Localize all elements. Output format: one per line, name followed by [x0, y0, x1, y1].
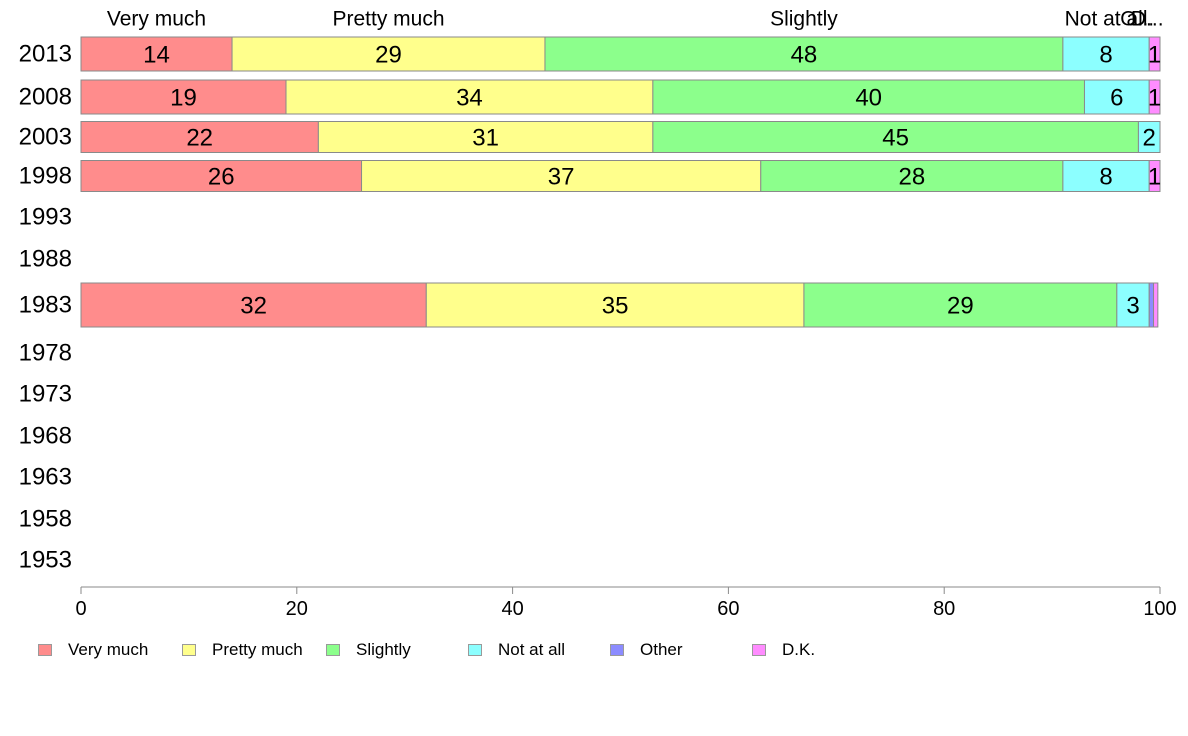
data-label: 2	[1143, 125, 1156, 152]
series-top-label: Very much	[107, 8, 206, 31]
data-label: 8	[1099, 42, 1112, 69]
legend: Very much Pretty much Slightly Not at all Ot…	[38, 638, 938, 662]
legend-swatch	[468, 644, 482, 656]
x-tick-label: 40	[501, 598, 523, 620]
legend-label: Other	[640, 640, 683, 659]
legend-label: Pretty much	[212, 640, 303, 659]
category-tick-label: 1978	[19, 340, 72, 367]
category-tick-label: 2003	[19, 124, 72, 151]
bar-segment	[80, 282, 427, 328]
legend-item: D.K.	[752, 638, 815, 662]
bar-segment	[1148, 79, 1161, 115]
legend-item: Slightly	[326, 638, 411, 662]
legend-label: Very much	[68, 640, 149, 659]
legend-swatch	[182, 644, 196, 656]
legend-swatch	[326, 644, 340, 656]
bar-segment	[1116, 282, 1150, 328]
data-label: 1	[1148, 42, 1161, 69]
data-label: 8	[1099, 164, 1112, 191]
bar-segment	[652, 79, 1085, 115]
category-tick-label: 1958	[19, 506, 72, 533]
legend-item: Other	[610, 638, 683, 662]
bar-segment	[285, 79, 654, 115]
bar-segment	[1148, 36, 1161, 72]
bar-segment	[1148, 282, 1155, 328]
category-tick-label: 1968	[19, 423, 72, 450]
legend-label: Not at all	[498, 640, 566, 659]
legend-swatch	[752, 644, 766, 656]
data-label: 32	[240, 293, 267, 320]
bar-segment	[425, 282, 805, 328]
data-label: 19	[170, 85, 197, 112]
legend-label: Slightly	[356, 640, 411, 659]
data-label: 29	[947, 293, 974, 320]
x-tick-label: 20	[286, 598, 308, 620]
data-label: 22	[186, 125, 213, 152]
bar-segment	[80, 36, 233, 72]
x-tick-label: 0	[75, 598, 86, 620]
legend-item: Very much	[38, 638, 148, 662]
category-tick-label: 1998	[19, 163, 72, 190]
bar-segment	[803, 282, 1118, 328]
data-label: 45	[882, 125, 909, 152]
series-top-label: O...	[1120, 8, 1154, 31]
series-top-label: Slightly	[770, 8, 838, 31]
data-label: 1	[1148, 164, 1161, 191]
data-label: 26	[208, 164, 235, 191]
data-label: 40	[855, 85, 882, 112]
bar-segment	[231, 36, 546, 72]
data-label: 3	[1126, 293, 1139, 320]
data-label: 35	[602, 293, 629, 320]
legend-item: Pretty much	[182, 638, 303, 662]
x-tick-label: 100	[1143, 598, 1176, 620]
data-label: 14	[143, 42, 170, 69]
category-tick-label: 2013	[19, 41, 72, 68]
series-top-label: Pretty much	[332, 8, 444, 31]
x-tick-label: 60	[717, 598, 739, 620]
category-tick-label: 1983	[19, 292, 72, 319]
bar-segment	[1083, 79, 1150, 115]
bar-segment	[1137, 121, 1161, 153]
data-label: 28	[898, 164, 925, 191]
bar-segment	[544, 36, 1064, 72]
bar-segment	[80, 121, 319, 153]
category-tick-label: 1988	[19, 246, 72, 273]
x-tick-label: 80	[933, 598, 955, 620]
category-tick-label: 1963	[19, 464, 72, 491]
data-label: 37	[548, 164, 575, 191]
bar-segment	[1148, 160, 1161, 192]
category-tick-label: 2008	[19, 84, 72, 111]
legend-swatch	[38, 644, 52, 656]
bar-segment	[652, 121, 1139, 153]
category-tick-label: 1953	[19, 547, 72, 574]
category-tick-label: 1993	[19, 204, 72, 231]
bar-segment	[1153, 282, 1159, 328]
data-label: 6	[1110, 85, 1123, 112]
legend-item: Not at all	[468, 638, 565, 662]
data-label: 1	[1148, 85, 1161, 112]
data-label: 48	[791, 42, 818, 69]
series-top-label: D...	[1131, 8, 1164, 31]
data-label: 34	[456, 85, 483, 112]
bar-segment	[1062, 160, 1150, 192]
data-label: 31	[472, 125, 499, 152]
category-tick-label: 1973	[19, 381, 72, 408]
legend-swatch	[610, 644, 624, 656]
bar-segment	[80, 79, 287, 115]
bar-segment	[80, 160, 363, 192]
data-label: 29	[375, 42, 402, 69]
legend-label: D.K.	[782, 640, 816, 659]
bar-segment	[361, 160, 762, 192]
series-top-label: Not at all	[1065, 8, 1148, 31]
bar-segment	[760, 160, 1064, 192]
